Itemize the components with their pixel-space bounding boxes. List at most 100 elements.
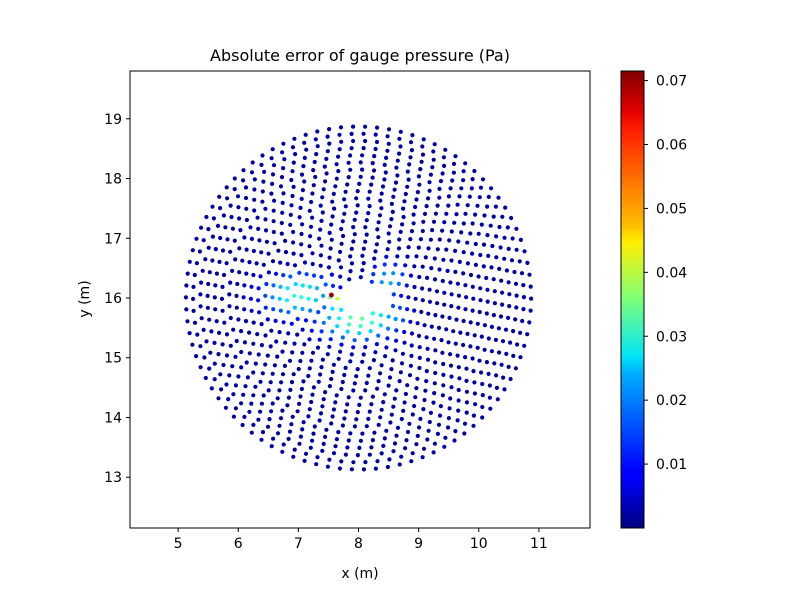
scatter-point	[399, 293, 404, 298]
scatter-point	[303, 132, 308, 137]
scatter-point	[419, 309, 424, 314]
scatter-point	[315, 455, 320, 460]
scatter-point	[443, 147, 448, 152]
scatter-point	[481, 264, 486, 269]
scatter-point	[391, 194, 396, 199]
colorbar-tick-label: 0.06	[656, 138, 687, 154]
scatter-point	[319, 243, 324, 248]
scatter-point	[349, 261, 355, 266]
scatter-point	[453, 269, 458, 274]
scatter-point	[192, 320, 198, 325]
scatter-point	[273, 271, 279, 276]
scatter-point	[260, 199, 265, 204]
scatter-point	[363, 225, 368, 230]
scatter-point	[440, 393, 445, 398]
scatter-point	[489, 324, 494, 329]
scatter-point	[233, 406, 238, 411]
scatter-point	[337, 132, 342, 137]
scatter-point	[339, 226, 344, 232]
scatter-point	[280, 200, 285, 205]
scatter-point	[390, 303, 396, 309]
scatter-point	[258, 274, 263, 279]
scatter-point	[435, 431, 440, 436]
scatter-point	[324, 171, 329, 176]
scatter-point	[286, 395, 291, 400]
scatter-point	[209, 386, 214, 391]
scatter-point	[192, 272, 197, 278]
scatter-point	[260, 189, 265, 194]
scatter-point	[525, 332, 530, 337]
scatter-point	[332, 206, 337, 211]
scatter-point	[311, 431, 316, 436]
scatter-point	[280, 449, 285, 454]
scatter-point	[334, 176, 339, 181]
scatter-point	[230, 268, 235, 273]
scatter-point	[290, 145, 296, 150]
scatter-point	[307, 208, 312, 213]
scatter-point	[429, 266, 434, 271]
scatter-point	[465, 203, 470, 208]
scatter-point	[431, 450, 436, 455]
scatter-point	[329, 222, 334, 227]
scatter-point	[440, 171, 445, 176]
scatter-point	[272, 241, 277, 246]
scatter-point	[498, 314, 504, 319]
scatter-point	[464, 410, 469, 415]
scatter-point	[463, 211, 468, 216]
scatter-point	[346, 175, 351, 180]
scatter-point	[315, 129, 320, 134]
scatter-point	[493, 337, 498, 342]
scatter-point	[355, 410, 360, 415]
scatter-point	[237, 246, 242, 251]
scatter-point	[363, 345, 368, 350]
scatter-point	[297, 270, 302, 275]
scatter-point	[430, 228, 435, 233]
scatter-point	[424, 379, 429, 384]
scatter-point	[432, 142, 437, 147]
scatter-point	[291, 160, 296, 165]
scatter-point	[216, 396, 221, 401]
scatter-point	[472, 168, 477, 174]
scatter-point	[394, 328, 399, 333]
scatter-point	[307, 366, 312, 371]
scatter-point	[417, 355, 422, 360]
scatter-point	[484, 360, 489, 365]
scatter-point	[275, 431, 281, 436]
scatter-point	[336, 356, 341, 361]
scatter-point	[410, 412, 415, 417]
scatter-point	[480, 404, 485, 410]
scatter-point	[309, 358, 314, 363]
colorbar-tick-label: 0.01	[656, 457, 687, 473]
scatter-point	[372, 430, 377, 435]
scatter-point	[218, 372, 223, 377]
scatter-point	[417, 182, 422, 187]
scatter-point	[304, 272, 309, 277]
scatter-point	[234, 305, 239, 310]
scatter-point	[230, 364, 235, 369]
scatter-point	[372, 256, 377, 261]
scatter-point	[397, 305, 403, 310]
scatter-point	[339, 459, 344, 464]
scatter-point	[320, 448, 325, 453]
scatter-point	[361, 352, 366, 357]
scatter-point	[316, 310, 321, 315]
scatter-point	[329, 376, 334, 382]
scatter-point	[417, 274, 422, 280]
scatter-point	[494, 373, 499, 378]
scatter-point	[266, 251, 271, 256]
scatter-point	[321, 187, 326, 192]
scatter-point	[298, 205, 303, 210]
scatter-point	[407, 162, 412, 167]
scatter-point	[309, 199, 314, 205]
scatter-point	[286, 331, 291, 336]
scatter-point	[237, 216, 242, 221]
scatter-point	[393, 316, 398, 322]
scatter-point	[206, 227, 211, 232]
scatter-point	[263, 293, 268, 298]
scatter-point	[236, 374, 241, 379]
scatter-point	[259, 401, 264, 406]
scatter-point	[205, 293, 210, 298]
scatter-point	[375, 227, 380, 232]
scatter-point	[239, 349, 244, 355]
scatter-point	[510, 236, 515, 241]
